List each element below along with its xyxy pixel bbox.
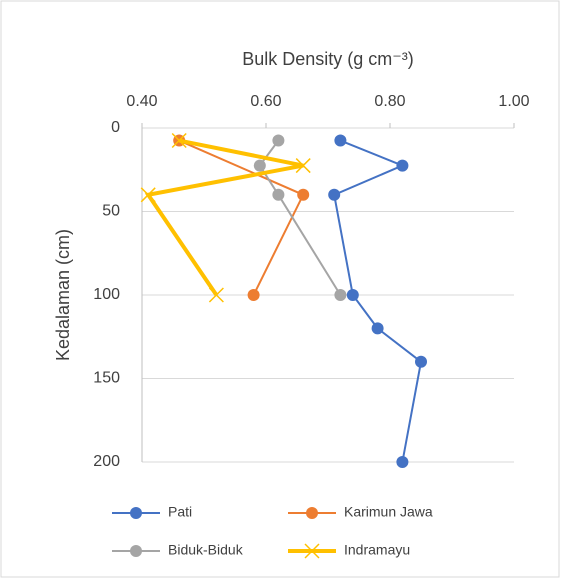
marker	[297, 188, 310, 201]
series-line	[144, 138, 304, 297]
marker	[295, 158, 311, 174]
marker	[328, 188, 341, 201]
marker	[304, 543, 320, 559]
legend-item: Karimun Jawa	[288, 504, 433, 520]
x-axis-label: Bulk Density (g cm⁻³)	[242, 49, 414, 69]
series	[140, 132, 311, 303]
marker	[140, 187, 156, 203]
x-tick-label: 0.40	[126, 93, 157, 110]
marker	[334, 134, 347, 147]
marker	[396, 456, 409, 468]
y-tick-label: 100	[93, 286, 120, 303]
series	[253, 134, 347, 301]
y-tick-label: 50	[102, 203, 120, 220]
marker	[346, 289, 359, 301]
y-tick-label: 200	[93, 453, 120, 470]
legend-item: Pati	[112, 504, 192, 520]
marker	[130, 545, 142, 557]
marker	[396, 159, 409, 172]
marker	[272, 188, 285, 201]
marker	[130, 507, 142, 519]
marker	[415, 355, 427, 368]
x-tick-label: 0.60	[250, 93, 281, 110]
legend-label: Indramayu	[344, 542, 410, 558]
y-tick-label: 150	[93, 370, 120, 387]
marker	[253, 159, 266, 172]
series-line	[258, 139, 342, 296]
marker	[171, 132, 187, 149]
legend-label: Biduk-Biduk	[168, 542, 244, 558]
marker	[334, 289, 347, 301]
series	[328, 134, 427, 468]
y-axis-label: Kedalaman (cm)	[53, 229, 73, 361]
x-tick-label: 0.80	[374, 93, 405, 110]
y-tick-label: 0	[111, 119, 120, 136]
marker	[272, 134, 285, 147]
marker	[208, 287, 224, 303]
legend-item: Indramayu	[288, 542, 410, 559]
legend-item: Biduk-Biduk	[112, 542, 244, 558]
legend-label: Karimun Jawa	[344, 504, 433, 520]
legend-label: Pati	[168, 504, 192, 520]
marker	[247, 289, 260, 301]
marker	[306, 507, 318, 519]
legend: Pati Karimun Jawa Biduk-Biduk Indramayu	[112, 504, 433, 559]
marker	[371, 322, 384, 335]
x-tick-label: 1.00	[498, 93, 529, 110]
